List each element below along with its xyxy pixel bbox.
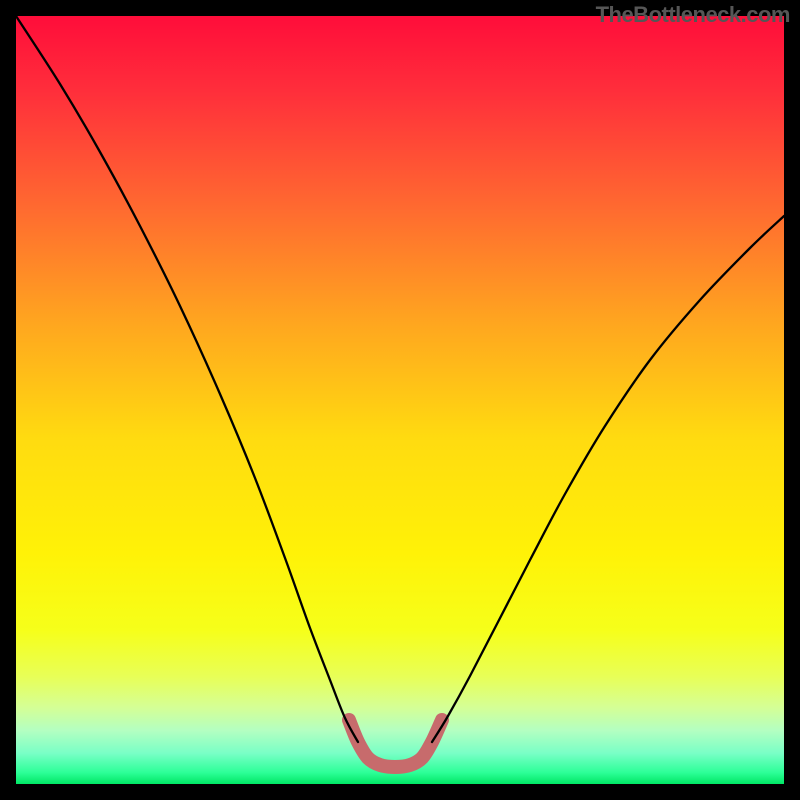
curve-path (432, 216, 784, 742)
curve-path (349, 720, 442, 767)
curve-overlay (0, 0, 800, 800)
watermark: TheBottleneck.com (596, 2, 790, 28)
curve-path (16, 16, 358, 742)
